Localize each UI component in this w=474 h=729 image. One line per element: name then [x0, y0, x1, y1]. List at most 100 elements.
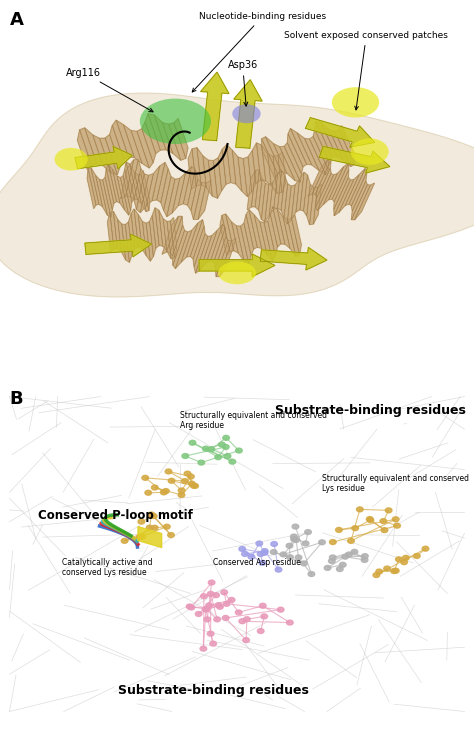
Polygon shape: [220, 238, 236, 276]
Circle shape: [189, 481, 195, 486]
Polygon shape: [281, 176, 288, 218]
Polygon shape: [345, 168, 365, 206]
Polygon shape: [134, 209, 142, 249]
Circle shape: [217, 604, 223, 609]
Polygon shape: [87, 169, 96, 208]
Polygon shape: [193, 226, 205, 267]
Ellipse shape: [332, 87, 379, 117]
Polygon shape: [108, 213, 114, 252]
Text: Conserved P-loop motif: Conserved P-loop motif: [38, 509, 193, 522]
Circle shape: [422, 546, 429, 551]
Circle shape: [137, 534, 143, 539]
Circle shape: [164, 524, 170, 529]
Polygon shape: [310, 136, 328, 175]
Circle shape: [336, 528, 342, 532]
Polygon shape: [173, 225, 184, 265]
Polygon shape: [213, 158, 222, 198]
Circle shape: [146, 525, 153, 530]
Circle shape: [286, 543, 293, 548]
Polygon shape: [201, 72, 229, 141]
Circle shape: [329, 555, 336, 560]
Polygon shape: [255, 170, 262, 210]
Circle shape: [402, 555, 409, 561]
Polygon shape: [349, 168, 367, 206]
Polygon shape: [188, 170, 198, 211]
Polygon shape: [91, 168, 102, 206]
Polygon shape: [231, 222, 244, 261]
Circle shape: [239, 619, 246, 624]
Polygon shape: [137, 129, 153, 168]
Polygon shape: [304, 139, 326, 175]
Polygon shape: [181, 223, 198, 262]
Circle shape: [178, 493, 185, 497]
Circle shape: [366, 517, 373, 521]
Ellipse shape: [351, 139, 389, 165]
Polygon shape: [305, 117, 374, 147]
Circle shape: [210, 642, 217, 646]
Circle shape: [236, 448, 242, 453]
Circle shape: [362, 553, 368, 558]
Polygon shape: [259, 179, 265, 219]
Polygon shape: [128, 214, 135, 254]
Text: Substrate-binding residues: Substrate-binding residues: [275, 404, 466, 417]
Polygon shape: [75, 147, 132, 169]
Circle shape: [202, 446, 209, 451]
Circle shape: [208, 447, 215, 452]
Polygon shape: [288, 128, 307, 167]
Polygon shape: [126, 160, 138, 196]
Circle shape: [367, 518, 374, 523]
Circle shape: [168, 533, 174, 537]
Polygon shape: [198, 181, 211, 219]
Text: Structurally equivalent and conserved
Arg residue: Structurally equivalent and conserved Ar…: [180, 410, 327, 430]
Polygon shape: [292, 179, 300, 220]
Polygon shape: [234, 79, 262, 148]
Text: Solvent exposed conserved patches: Solvent exposed conserved patches: [284, 31, 448, 110]
Polygon shape: [273, 171, 282, 209]
Polygon shape: [220, 216, 230, 255]
Polygon shape: [312, 160, 331, 195]
Circle shape: [293, 537, 300, 542]
Polygon shape: [262, 137, 282, 174]
Polygon shape: [201, 230, 217, 270]
Polygon shape: [85, 128, 103, 165]
Polygon shape: [284, 143, 301, 182]
Circle shape: [280, 552, 287, 557]
Polygon shape: [199, 254, 275, 277]
Polygon shape: [138, 214, 146, 255]
Text: Catalytically active and
conserved Lys residue: Catalytically active and conserved Lys r…: [62, 558, 152, 577]
Polygon shape: [269, 174, 277, 215]
Polygon shape: [164, 176, 175, 217]
Polygon shape: [210, 225, 225, 262]
Circle shape: [163, 488, 169, 494]
Polygon shape: [146, 166, 160, 206]
Polygon shape: [334, 179, 354, 216]
Polygon shape: [238, 157, 247, 196]
Polygon shape: [262, 145, 271, 185]
Circle shape: [385, 508, 392, 512]
Circle shape: [271, 542, 277, 547]
Circle shape: [305, 530, 311, 534]
Polygon shape: [109, 164, 120, 203]
Circle shape: [195, 612, 202, 617]
Circle shape: [391, 569, 397, 574]
Circle shape: [392, 517, 399, 522]
Polygon shape: [117, 176, 128, 215]
Polygon shape: [218, 149, 226, 190]
Circle shape: [244, 617, 250, 622]
Circle shape: [257, 552, 264, 556]
Polygon shape: [152, 163, 165, 200]
Polygon shape: [264, 221, 275, 260]
Circle shape: [150, 514, 157, 518]
Polygon shape: [103, 177, 112, 217]
Polygon shape: [183, 166, 195, 205]
Polygon shape: [112, 120, 128, 160]
Polygon shape: [105, 135, 120, 174]
Polygon shape: [162, 217, 178, 254]
Polygon shape: [193, 183, 206, 219]
Polygon shape: [196, 235, 212, 273]
Circle shape: [292, 524, 299, 529]
Circle shape: [182, 453, 189, 459]
Polygon shape: [280, 147, 301, 182]
Polygon shape: [80, 128, 97, 165]
Circle shape: [270, 550, 277, 555]
